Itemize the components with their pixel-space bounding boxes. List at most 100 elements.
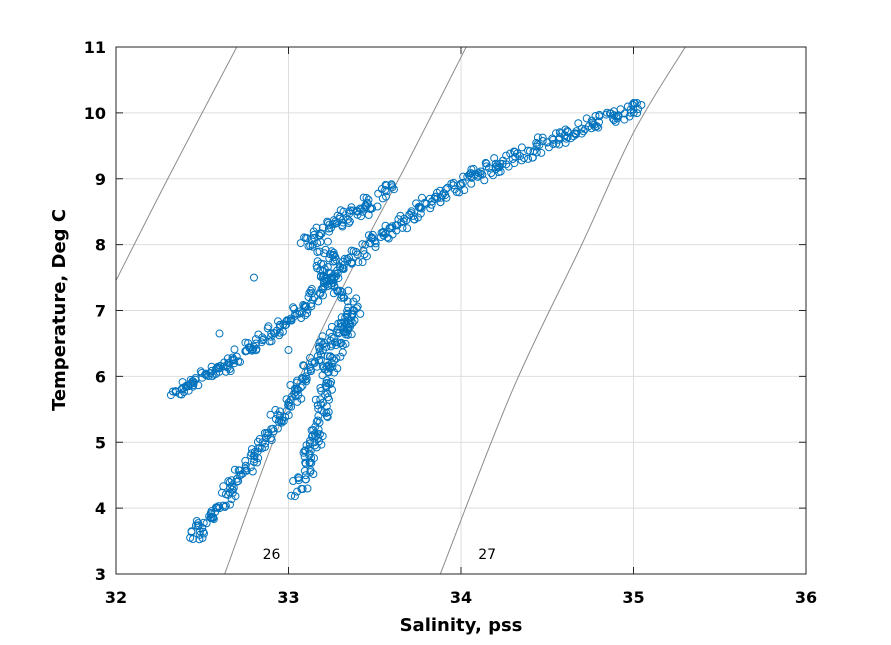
data-point	[323, 217, 332, 226]
axis-ticks	[115, 46, 807, 575]
data-point	[602, 110, 611, 119]
data-point	[359, 193, 368, 202]
data-point	[562, 134, 571, 143]
data-point	[633, 109, 642, 118]
data-point	[330, 282, 339, 291]
data-point	[230, 465, 239, 474]
data-point	[620, 115, 629, 124]
data-point	[409, 211, 418, 220]
data-point	[342, 311, 351, 319]
data-point	[403, 224, 412, 233]
data-point	[166, 391, 175, 400]
data-point	[306, 436, 314, 445]
data-point	[524, 154, 533, 163]
data-point	[582, 114, 591, 123]
data-point	[285, 398, 293, 407]
data-point	[300, 233, 309, 242]
data-point	[230, 345, 239, 354]
x-tick-label: 36	[795, 588, 817, 607]
data-point	[254, 330, 263, 339]
data-point	[314, 297, 323, 306]
data-point	[476, 169, 485, 178]
data-point	[306, 353, 314, 362]
data-point	[459, 172, 468, 181]
data-point	[305, 289, 314, 297]
data-point	[189, 535, 197, 543]
data-point	[438, 191, 447, 200]
data-point	[344, 286, 353, 295]
data-point	[264, 322, 273, 331]
data-point	[177, 390, 186, 399]
data-point	[426, 204, 435, 213]
data-point	[221, 501, 230, 510]
data-point	[354, 258, 363, 267]
data-point	[271, 415, 280, 423]
data-point	[377, 185, 386, 193]
data-point	[220, 503, 229, 511]
data-point	[545, 143, 553, 152]
data-point	[315, 437, 323, 446]
contour-label: 27	[478, 547, 496, 563]
data-point	[228, 485, 237, 494]
y-tick-label: 11	[84, 38, 106, 57]
data-point	[338, 221, 347, 230]
data-point	[321, 381, 330, 390]
data-point	[388, 183, 397, 192]
data-point	[316, 395, 325, 404]
data-point	[338, 348, 347, 357]
data-point	[303, 234, 312, 243]
data-point	[186, 375, 195, 384]
x-tick-labels: 32 33 34 35 36	[105, 588, 817, 607]
data-point	[331, 253, 340, 261]
data-point	[250, 273, 258, 282]
y-tick-labels: 3 4 5 6 7 8 9 10 11	[84, 38, 106, 584]
data-point	[207, 510, 216, 519]
data-point	[304, 242, 313, 251]
x-tick-label: 32	[105, 588, 127, 607]
y-tick-label: 4	[95, 499, 106, 518]
data-point	[313, 416, 322, 425]
data-point	[450, 185, 459, 194]
data-point	[373, 202, 382, 211]
y-tick-label: 8	[95, 236, 106, 255]
data-point	[220, 358, 229, 367]
data-point	[579, 127, 588, 136]
data-point	[287, 491, 296, 500]
data-point	[296, 239, 305, 248]
x-tick-label: 33	[277, 588, 299, 607]
data-point	[524, 146, 533, 155]
data-point	[281, 321, 290, 330]
data-point	[252, 346, 261, 355]
data-point	[317, 400, 326, 409]
data-point	[287, 402, 296, 411]
data-point	[338, 264, 347, 272]
data-point	[323, 352, 332, 361]
data-point	[510, 159, 519, 168]
data-point	[511, 152, 520, 161]
data-point	[385, 224, 394, 232]
data-point	[414, 213, 422, 222]
data-point	[338, 288, 347, 296]
contour-label: 26	[263, 547, 281, 563]
data-point	[294, 473, 303, 482]
data-point	[297, 308, 306, 317]
data-point	[356, 309, 365, 318]
data-point	[328, 385, 336, 394]
y-axis-label: Temperature, Deg C	[49, 209, 70, 411]
data-point	[392, 226, 401, 235]
data-point	[284, 346, 293, 355]
data-point	[241, 461, 250, 470]
data-point	[189, 381, 198, 389]
data-point	[265, 337, 274, 346]
data-point	[577, 129, 586, 138]
data-point	[274, 317, 282, 326]
data-point	[272, 326, 281, 335]
data-point	[517, 143, 526, 152]
data-point	[194, 381, 203, 390]
data-point	[630, 99, 639, 108]
data-point	[318, 332, 327, 341]
data-point	[549, 135, 558, 144]
data-point	[591, 112, 600, 120]
data-point	[193, 522, 202, 530]
data-point	[397, 218, 406, 227]
